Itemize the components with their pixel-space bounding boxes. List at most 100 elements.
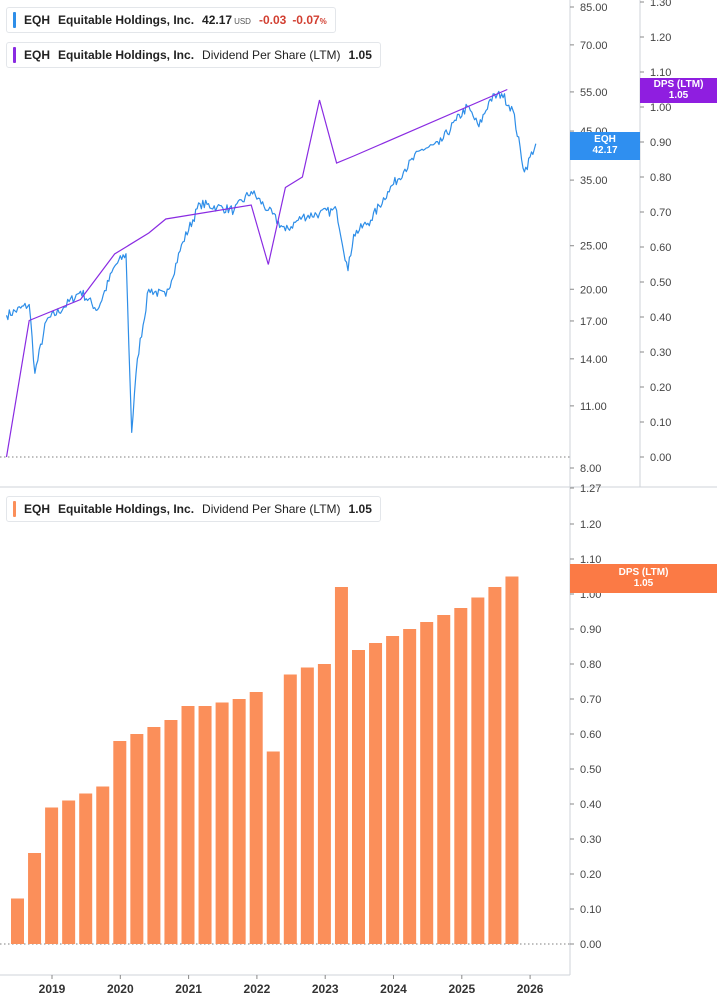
bar-tick-label: 0.80 xyxy=(580,659,601,671)
legend-price[interactable]: EQH Equitable Holdings, Inc. 42.17 USD -… xyxy=(6,7,336,33)
dps-bar xyxy=(215,702,229,944)
bar-tick-label: 0.30 xyxy=(580,834,601,846)
dps-bar xyxy=(505,576,519,944)
dps-bar xyxy=(386,636,400,944)
dps-line-swatch xyxy=(13,47,16,63)
bar-tick-label: 1.10 xyxy=(580,554,601,566)
bar-tick-label: 0.70 xyxy=(580,694,601,706)
legend-change-pct: -0.07% xyxy=(292,13,327,27)
dps-bar xyxy=(369,643,383,944)
dps-tick-label: 0.40 xyxy=(650,312,671,324)
legend-dps-top[interactable]: EQH Equitable Holdings, Inc. Dividend Pe… xyxy=(6,42,381,68)
bar-tick-label: 1.20 xyxy=(580,519,601,531)
dps-tick-label: 1.10 xyxy=(650,67,671,79)
bar-tick-label: 0.40 xyxy=(580,799,601,811)
dps-bar xyxy=(11,898,24,944)
dps-bar xyxy=(249,692,263,944)
bar-tick-label: 0.60 xyxy=(580,729,601,741)
dps-tick-label: 0.90 xyxy=(650,137,671,149)
dps-bar xyxy=(352,650,365,944)
price-tick-label: 17.00 xyxy=(580,316,608,328)
price-tick-label: 85.00 xyxy=(580,2,608,14)
dps-bar xyxy=(198,706,212,944)
bar-tick-label: 0.00 xyxy=(580,939,601,951)
dps-bar xyxy=(437,615,451,944)
price-tick-label: 20.00 xyxy=(580,284,608,296)
legend-change: -0.03 xyxy=(258,13,287,27)
legend-series-value: 1.05 xyxy=(348,48,372,62)
dps-bar xyxy=(232,699,246,944)
dps-tick-label: 1.30 xyxy=(650,0,671,9)
dps-tick-label: 1.00 xyxy=(650,102,671,114)
legend-series-name: Dividend Per Share (LTM) xyxy=(202,48,341,62)
dps-bar xyxy=(317,664,331,944)
dps-bar xyxy=(130,734,144,944)
dps-bar xyxy=(181,706,195,944)
dps-tick-label: 0.20 xyxy=(650,382,671,394)
price-last-value-tag: EQH 42.17 xyxy=(570,132,640,160)
price-tick-label: 14.00 xyxy=(580,354,608,366)
year-tick-label: 2026 xyxy=(517,982,544,996)
year-tick-label: 2023 xyxy=(312,982,339,996)
year-tick-label: 2020 xyxy=(107,982,134,996)
bar-tick-label: 1.27 xyxy=(580,483,601,495)
year-tick-label: 2019 xyxy=(39,982,66,996)
dps-tick-label: 0.00 xyxy=(650,452,671,464)
dps-bar xyxy=(283,674,297,944)
dps-bar xyxy=(45,807,59,944)
dps-tick-label: 0.50 xyxy=(650,277,671,289)
dps-bar xyxy=(113,741,127,944)
legend-series-value: 1.05 xyxy=(348,502,372,516)
bar-tick-label: 0.90 xyxy=(580,624,601,636)
legend-ticker: EQH xyxy=(24,48,51,62)
dps-tick-label: 0.70 xyxy=(650,207,671,219)
dps-tick-label: 0.10 xyxy=(650,417,671,429)
dps-bar xyxy=(471,597,485,944)
dps-bar xyxy=(403,629,417,944)
year-tick-label: 2024 xyxy=(380,982,407,996)
dps-bar xyxy=(488,587,502,944)
year-tick-label: 2022 xyxy=(244,982,271,996)
dps-bar xyxy=(96,786,110,944)
dps-bar-swatch xyxy=(13,501,16,517)
dps-tick-label: 0.30 xyxy=(650,347,671,359)
legend-ticker: EQH xyxy=(24,502,51,516)
legend-company-name: Equitable Holdings, Inc. xyxy=(58,48,195,62)
price-series-line xyxy=(5,90,537,433)
legend-ticker: EQH xyxy=(24,13,51,27)
dps-bar xyxy=(28,853,42,944)
price-swatch xyxy=(13,12,16,28)
bar-tick-label: 0.10 xyxy=(580,904,601,916)
dps-bottom-value-tag: DPS (LTM) 1.05 xyxy=(570,564,717,593)
dps-tick-label: 0.60 xyxy=(650,242,671,254)
dps-bar xyxy=(79,793,93,944)
legend-company-name: Equitable Holdings, Inc. xyxy=(58,502,195,516)
dps-bar xyxy=(164,720,178,944)
dps-tick-label: 0.80 xyxy=(650,172,671,184)
bar-tick-label: 0.20 xyxy=(580,869,601,881)
dps-bar xyxy=(420,622,434,944)
legend-price-value: 42.17 xyxy=(202,13,233,27)
price-tick-label: 70.00 xyxy=(580,40,608,52)
dps-bar xyxy=(454,608,468,944)
legend-series-name: Dividend Per Share (LTM) xyxy=(202,502,341,516)
dps-bar xyxy=(266,751,280,944)
dps-bar xyxy=(334,587,348,944)
price-tick-label: 11.00 xyxy=(580,401,607,413)
price-tick-label: 25.00 xyxy=(580,241,608,253)
year-tick-label: 2021 xyxy=(175,982,202,996)
dps-series-line xyxy=(5,88,508,458)
bar-tick-label: 0.50 xyxy=(580,764,601,776)
dps-bar xyxy=(300,667,314,944)
dps-tick-label: 1.20 xyxy=(650,32,671,44)
price-tick-label: 8.00 xyxy=(580,463,601,475)
legend-company-name: Equitable Holdings, Inc. xyxy=(58,13,195,27)
price-tick-label: 55.00 xyxy=(580,87,608,99)
dps-bar xyxy=(62,800,76,944)
price-tick-label: 35.00 xyxy=(580,175,608,187)
legend-dps-bottom[interactable]: EQH Equitable Holdings, Inc. Dividend Pe… xyxy=(6,496,381,522)
dps-bar xyxy=(147,727,161,944)
dps-top-value-tag: DPS (LTM) 1.05 xyxy=(640,78,717,103)
legend-currency: USD xyxy=(234,17,251,26)
